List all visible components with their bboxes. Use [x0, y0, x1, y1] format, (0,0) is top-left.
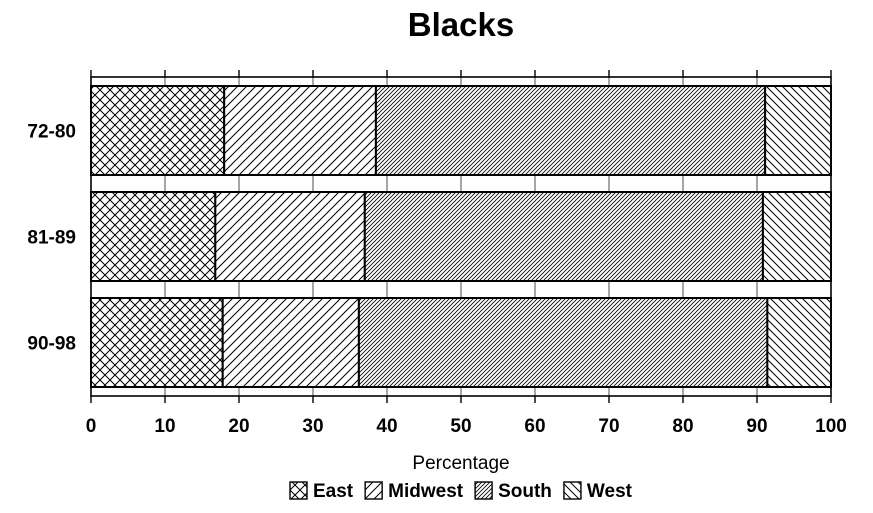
bar-90-98-east	[90, 297, 224, 388]
bar-90-98-west	[766, 297, 832, 388]
bar-81-89-west	[761, 191, 832, 282]
chart-title: Blacks	[408, 6, 514, 43]
legend-swatch-midwest	[364, 481, 383, 500]
legend-label-midwest: Midwest	[388, 481, 464, 502]
category-label-72-80: 72-80	[27, 122, 76, 143]
tick-label-100: 100	[815, 416, 847, 437]
tick-label-70: 70	[598, 416, 619, 437]
x-axis-label: Percentage	[412, 453, 509, 474]
bar-81-89-south	[363, 191, 764, 282]
tick-label-50: 50	[450, 416, 471, 437]
bar-90-98-midwest	[221, 297, 360, 388]
tick-label-10: 10	[154, 416, 175, 437]
tick-label-30: 30	[302, 416, 323, 437]
legend-swatch-south	[474, 481, 493, 500]
bar-81-89-midwest	[214, 191, 366, 282]
legend: East Midwest South West	[289, 481, 633, 502]
bar-72-80-midwest	[223, 85, 377, 176]
plot-area: 72-80 81-89 90-98 0 10 20 30 40 50 60 70 80 90 100	[27, 70, 847, 437]
legend-label-south: South	[498, 481, 552, 502]
bar-72-80-east	[90, 85, 226, 176]
bar-72-80-west	[764, 85, 833, 176]
legend-swatch-west	[563, 481, 582, 500]
legend-label-west: West	[587, 481, 633, 502]
tick-label-80: 80	[672, 416, 693, 437]
legend-label-east: East	[313, 481, 354, 502]
legend-swatch-east	[289, 481, 308, 500]
bar-72-80-south	[374, 85, 767, 176]
category-label-90-98: 90-98	[27, 334, 76, 355]
category-label-81-89: 81-89	[27, 228, 76, 249]
tick-label-90: 90	[746, 416, 767, 437]
tick-label-40: 40	[376, 416, 397, 437]
tick-label-0: 0	[86, 416, 97, 437]
bar-90-98-south	[357, 297, 769, 388]
bar-81-89-east	[90, 191, 217, 282]
tick-label-60: 60	[524, 416, 545, 437]
tick-label-20: 20	[228, 416, 249, 437]
